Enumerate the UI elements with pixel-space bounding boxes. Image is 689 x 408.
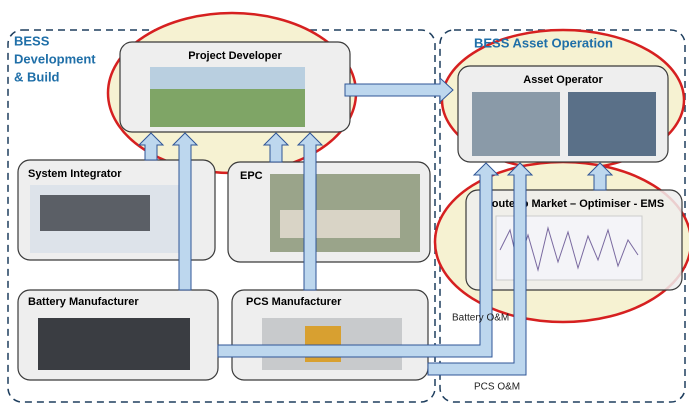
photo <box>40 195 150 231</box>
node-label: Battery Manufacturer <box>28 296 139 308</box>
photo <box>472 92 560 156</box>
diagram: BESS Development & Build BESS Asset Oper… <box>0 0 689 408</box>
node-label: EPC <box>240 170 263 182</box>
arrow <box>345 78 453 102</box>
photo <box>38 318 190 370</box>
node-label: Route to Market – Optimiser - EMS <box>484 198 664 210</box>
photo <box>280 210 400 238</box>
group-title: Development <box>14 51 96 66</box>
photo <box>568 92 656 156</box>
group-title: BESS Asset Operation <box>474 35 613 50</box>
node-label: System Integrator <box>28 168 122 180</box>
group-title: & Build <box>14 69 60 84</box>
group-title: BESS <box>14 33 50 48</box>
photo <box>150 67 305 89</box>
node-label: Asset Operator <box>523 74 603 86</box>
edge-label: Battery O&M <box>452 313 509 324</box>
node-label: Project Developer <box>188 50 282 62</box>
node-label: PCS Manufacturer <box>246 296 342 308</box>
edge-label: PCS O&M <box>474 382 520 393</box>
